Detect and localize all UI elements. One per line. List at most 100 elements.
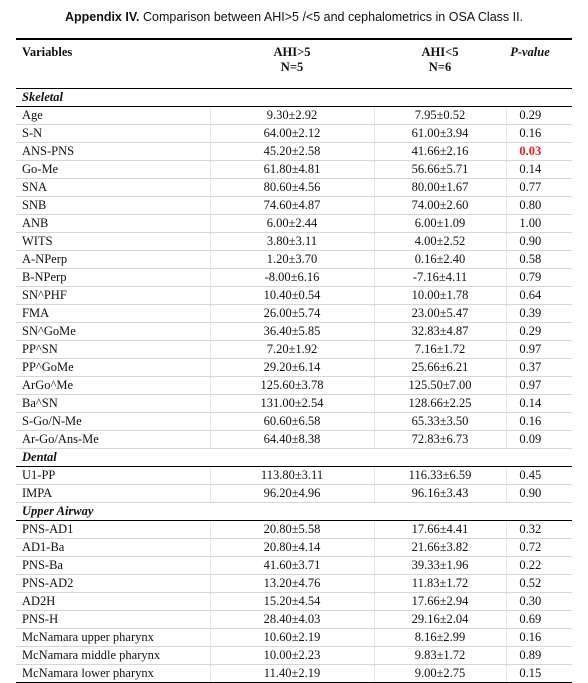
- variable-cell: PNS-H: [16, 610, 210, 629]
- value-cell: 4.00±2.52: [373, 232, 506, 251]
- value-cell: 26.00±5.74: [209, 304, 374, 323]
- data-row: PNS-Ba 41.60±3.71 39.33±1.96 0.22: [16, 556, 572, 575]
- section-row: Dental: [16, 448, 572, 467]
- value-cell: 11.40±2.19: [209, 664, 374, 683]
- header-cell: P-value: [506, 38, 572, 89]
- variable-cell: Ar-Go/Ans-Me: [16, 430, 210, 449]
- value-cell: 80.60±4.56: [209, 178, 374, 197]
- data-row: PNS-H 28.40±4.03 29.16±2.04 0.69: [16, 610, 572, 629]
- variable-cell: SN^GoMe: [16, 322, 210, 341]
- variable-cell: PNS-Ba: [16, 556, 210, 575]
- value-cell: 9.30±2.92: [209, 106, 374, 125]
- caption: Appendix IV. Comparison between AHI>5 /<…: [0, 10, 588, 24]
- variable-cell: SNB: [16, 196, 210, 215]
- value-cell: 41.60±3.71: [209, 556, 374, 575]
- value-cell: 0.16: [505, 124, 572, 143]
- data-row: McNamara middle pharynx 10.00±2.23 9.83±1.…: [16, 646, 572, 665]
- value-cell: 10.60±2.19: [209, 628, 374, 647]
- value-cell: 0.14: [505, 394, 572, 413]
- value-cell: 10.00±1.78: [373, 286, 506, 305]
- value-cell: 17.66±4.41: [373, 520, 506, 539]
- variable-cell: AD1-Ba: [16, 538, 210, 557]
- data-row: ArGo^Me 125.60±3.78 125.50±7.00 0.97: [16, 376, 572, 395]
- data-row: WITS 3.80±3.11 4.00±2.52 0.90: [16, 232, 572, 251]
- data-row: SN^PHF 10.40±0.54 10.00±1.78 0.64: [16, 286, 572, 305]
- value-cell: 60.60±6.58: [209, 412, 374, 431]
- data-row: IMPA 96.20±4.96 96.16±3.43 0.90: [16, 484, 572, 503]
- value-cell: 0.37: [505, 358, 572, 377]
- value-cell: 0.14: [505, 160, 572, 179]
- header-text: AHI<5: [421, 45, 459, 59]
- value-cell: 0.29: [505, 322, 572, 341]
- value-cell: 0.29: [505, 106, 572, 125]
- value-cell: 56.66±5.71: [373, 160, 506, 179]
- value-cell: 9.00±2.75: [373, 664, 506, 683]
- header-text: N=5: [280, 60, 304, 74]
- value-cell: 0.72: [505, 538, 572, 557]
- variable-cell: Ba^SN: [16, 394, 210, 413]
- data-row: PP^GoMe 29.20±6.14 25.66±6.21 0.37: [16, 358, 572, 377]
- value-cell: 0.03: [505, 142, 572, 161]
- value-cell: 113.80±3.11: [209, 466, 374, 485]
- value-cell: 10.00±2.23: [209, 646, 374, 665]
- data-row: McNamara lower pharynx 11.40±2.19 9.00±2.7…: [16, 664, 572, 683]
- data-row: B-NPerp -8.00±6.16 -7.16±4.11 0.79: [16, 268, 572, 287]
- value-cell: 0.52: [505, 574, 572, 593]
- data-row: McNamara upper pharynx 10.60±2.19 8.16±2.9…: [16, 628, 572, 647]
- value-cell: 72.83±6.73: [373, 430, 506, 449]
- value-cell: 36.40±5.85: [209, 322, 374, 341]
- data-row: AD2H 15.20±4.54 17.66±2.94 0.30: [16, 592, 572, 611]
- value-cell: 32.83±4.87: [373, 322, 506, 341]
- section-row: Upper Airway: [16, 502, 572, 521]
- variable-cell: FMA: [16, 304, 210, 323]
- variable-cell: IMPA: [16, 484, 210, 503]
- variable-cell: PNS-AD1: [16, 520, 210, 539]
- data-row: S-N 64.00±2.12 61.00±3.94 0.16: [16, 124, 572, 143]
- variable-cell: WITS: [16, 232, 210, 251]
- value-cell: 3.80±3.11: [209, 232, 374, 251]
- page: Appendix IV. Comparison between AHI>5 /<…: [0, 10, 588, 683]
- value-cell: 9.83±1.72: [373, 646, 506, 665]
- variable-cell: U1-PP: [16, 466, 210, 485]
- value-cell: 0.89: [505, 646, 572, 665]
- table-body: Skeletal Age 9.30±2.92 7.95±0.52 0.29 S-N 64.0…: [16, 88, 572, 683]
- value-cell: 0.16±2.40: [373, 250, 506, 269]
- value-cell: 7.95±0.52: [373, 106, 506, 125]
- value-cell: 0.90: [505, 232, 572, 251]
- table: Variables AHI>5 N=5 AHI<5 N=6 P-value Skel…: [16, 38, 572, 683]
- data-row: ANB 6.00±2.44 6.00±1.09 1.00: [16, 214, 572, 233]
- variable-cell: PP^GoMe: [16, 358, 210, 377]
- variable-cell: McNamara middle pharynx: [16, 646, 210, 665]
- data-row: A-NPerp 1.20±3.70 0.16±2.40 0.58: [16, 250, 572, 269]
- data-row: ANS-PNS 45.20±2.58 41.66±2.16 0.03: [16, 142, 572, 161]
- section-title: Skeletal: [16, 88, 572, 107]
- data-row: Age 9.30±2.92 7.95±0.52 0.29: [16, 106, 572, 125]
- value-cell: 0.30: [505, 592, 572, 611]
- data-row: AD1-Ba 20.80±4.14 21.66±3.82 0.72: [16, 538, 572, 557]
- value-cell: 0.09: [505, 430, 572, 449]
- value-cell: 74.00±2.60: [373, 196, 506, 215]
- value-cell: 28.40±4.03: [209, 610, 374, 629]
- data-row: SNA 80.60±4.56 80.00±1.67 0.77: [16, 178, 572, 197]
- variable-cell: ANB: [16, 214, 210, 233]
- value-cell: 21.66±3.82: [373, 538, 506, 557]
- value-cell: 17.66±2.94: [373, 592, 506, 611]
- variable-cell: McNamara lower pharynx: [16, 664, 210, 683]
- variable-cell: A-NPerp: [16, 250, 210, 269]
- variable-cell: B-NPerp: [16, 268, 210, 287]
- value-cell: 0.58: [505, 250, 572, 269]
- caption-text: Comparison between AHI>5 /<5 and cephalo…: [142, 10, 524, 24]
- data-row: FMA 26.00±5.74 23.00±5.47 0.39: [16, 304, 572, 323]
- variable-cell: SN^PHF: [16, 286, 210, 305]
- variable-cell: SNA: [16, 178, 210, 197]
- value-cell: 65.33±3.50: [373, 412, 506, 431]
- data-row: PNS-AD2 13.20±4.76 11.83±1.72 0.52: [16, 574, 572, 593]
- value-cell: 41.66±2.16: [373, 142, 506, 161]
- value-cell: 0.69: [505, 610, 572, 629]
- section-row: Skeletal: [16, 88, 572, 107]
- value-cell: 1.00: [505, 214, 572, 233]
- value-cell: 0.97: [505, 340, 572, 359]
- value-cell: 96.20±4.96: [209, 484, 374, 503]
- value-cell: 13.20±4.76: [209, 574, 374, 593]
- value-cell: 8.16±2.99: [373, 628, 506, 647]
